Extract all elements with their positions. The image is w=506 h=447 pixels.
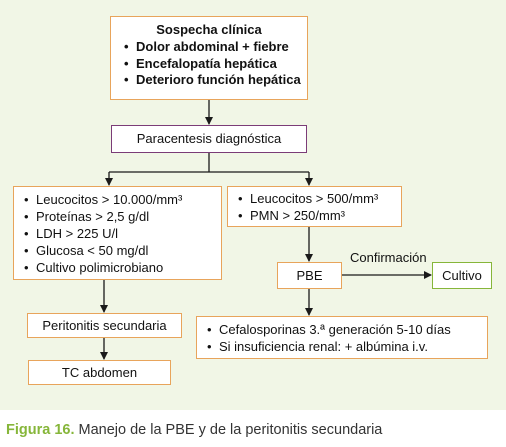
criteria-item: Leucocitos > 10.000/mm³: [23, 191, 221, 208]
sospecha-clinica-title: Sospecha clínica: [156, 22, 262, 37]
confirmacion-label: Confirmación: [350, 250, 427, 265]
sospecha-clinica-list: Dolor abdominal + fiebre Encefalopatía h…: [123, 39, 307, 89]
criteria-item: Cultivo polimicrobiano: [23, 259, 221, 276]
sospecha-clinica-box: Sospecha clínica Dolor abdominal + fiebr…: [110, 16, 308, 100]
sospecha-item: Deterioro función hepática: [123, 72, 307, 89]
sospecha-item: Encefalopatía hepática: [123, 56, 307, 73]
criteria-item: LDH > 225 U/l: [23, 225, 221, 242]
secundaria-criteria-list: Leucocitos > 10.000/mm³ Proteínas > 2,5 …: [23, 191, 221, 276]
criteria-item: Proteínas > 2,5 g/dl: [23, 208, 221, 225]
criteria-item: PMN > 250/mm³: [237, 208, 401, 225]
pbe-criteria-box: Leucocitos > 500/mm³ PMN > 250/mm³: [227, 186, 402, 227]
figure-caption: Figura 16. Manejo de la PBE y de la perit…: [6, 422, 382, 438]
paracentesis-box: Paracentesis diagnóstica: [111, 125, 307, 153]
sospecha-item: Dolor abdominal + fiebre: [123, 39, 307, 56]
tratamiento-item: Cefalosporinas 3.ª generación 5-10 días: [206, 321, 487, 338]
pbe-criteria-list: Leucocitos > 500/mm³ PMN > 250/mm³: [237, 191, 401, 224]
figure-caption-text: Manejo de la PBE y de la peritonitis sec…: [78, 422, 383, 438]
secundaria-criteria-box: Leucocitos > 10.000/mm³ Proteínas > 2,5 …: [13, 186, 222, 280]
peritonitis-secundaria-box: Peritonitis secundaria: [27, 313, 182, 338]
diagram-panel: Sospecha clínica Dolor abdominal + fiebr…: [0, 0, 506, 410]
tratamiento-box: Cefalosporinas 3.ª generación 5-10 días …: [196, 316, 488, 359]
cultivo-box: Cultivo: [432, 262, 492, 289]
tratamiento-list: Cefalosporinas 3.ª generación 5-10 días …: [206, 321, 487, 355]
tc-abdomen-box: TC abdomen: [28, 360, 171, 385]
criteria-item: Leucocitos > 500/mm³: [237, 191, 401, 208]
figure-number: Figura 16.: [6, 422, 75, 438]
connector-layer: [100, 100, 432, 360]
pbe-box: PBE: [277, 262, 342, 289]
criteria-item: Glucosa < 50 mg/dl: [23, 242, 221, 259]
tratamiento-item: Si insuficiencia renal: + albúmina i.v.: [206, 338, 487, 355]
